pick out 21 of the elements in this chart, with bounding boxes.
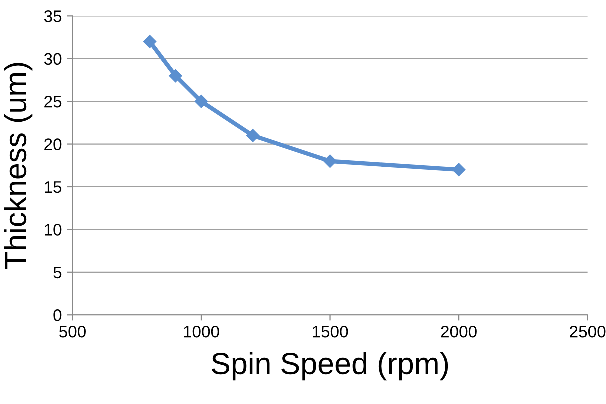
x-tick-label: 2500 [570,326,606,338]
y-tick-label: 15 [45,182,62,194]
y-tick-label: 35 [44,10,62,22]
y-axis-title: Thickness (um) [4,63,33,270]
x-tick-label: 2000 [441,326,477,338]
point [169,69,182,83]
y-tick-label: 10 [45,224,62,236]
x-axis-title: Spin Speed (rpm) [212,352,448,381]
y-tick-label: 5 [54,266,62,279]
y-tick-label: 20 [44,138,62,150]
x-tick-label: 500 [59,326,86,338]
point [194,94,208,108]
y-tick-label: 30 [44,53,62,66]
point [324,154,337,168]
x-tick-label: 1000 [184,326,220,338]
point [143,35,157,48]
x-tick-label: 1500 [313,326,348,338]
y-tick-label: 25 [44,96,62,108]
point [246,129,260,142]
y-tick-label: 0 [54,310,62,322]
point [452,163,466,176]
